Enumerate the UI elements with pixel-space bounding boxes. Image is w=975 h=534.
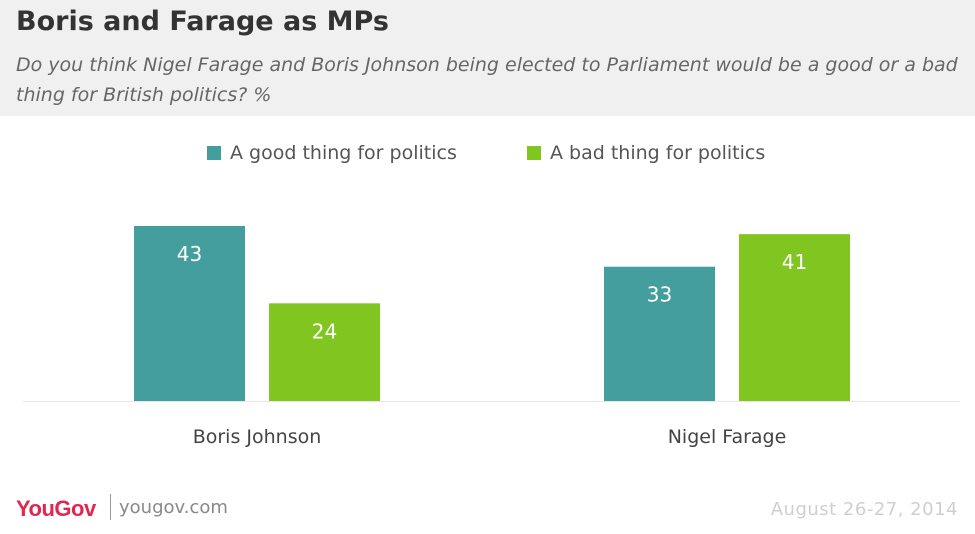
chart-subtitle: Do you think Nigel Farage and Boris John… — [16, 54, 958, 106]
legend-item-good: A good thing for politics — [207, 142, 457, 164]
legend-label-bad: A bad thing for politics — [550, 142, 766, 164]
legend: A good thing for politics A bad thing fo… — [0, 142, 975, 170]
bar-nigel-farage-good — [604, 266, 715, 401]
x-tick-label: Nigel Farage — [668, 426, 787, 448]
data-label: 43 — [177, 242, 202, 266]
bar-boris-johnson-good — [134, 226, 245, 401]
footer-divider — [110, 494, 111, 520]
data-label: 24 — [312, 319, 337, 343]
legend-swatch-bad — [527, 146, 541, 160]
data-label: 41 — [782, 250, 807, 274]
header-band: Boris and Farage as MPs Do you think Nig… — [0, 0, 975, 116]
legend-label-good: A good thing for politics — [230, 142, 457, 164]
data-label: 33 — [647, 283, 672, 307]
bar-nigel-farage-bad — [739, 234, 850, 401]
bar-boris-johnson-bad — [269, 303, 380, 401]
legend-swatch-good — [207, 146, 221, 160]
footer-date: August 26-27, 2014 — [770, 499, 958, 520]
x-tick-label: Boris Johnson — [193, 426, 322, 448]
yougov-logo: YouGov — [16, 496, 96, 521]
legend-item-bad: A bad thing for politics — [527, 142, 765, 164]
chart-title: Boris and Farage as MPs — [16, 6, 389, 37]
footer-url: yougov.com — [119, 497, 228, 518]
